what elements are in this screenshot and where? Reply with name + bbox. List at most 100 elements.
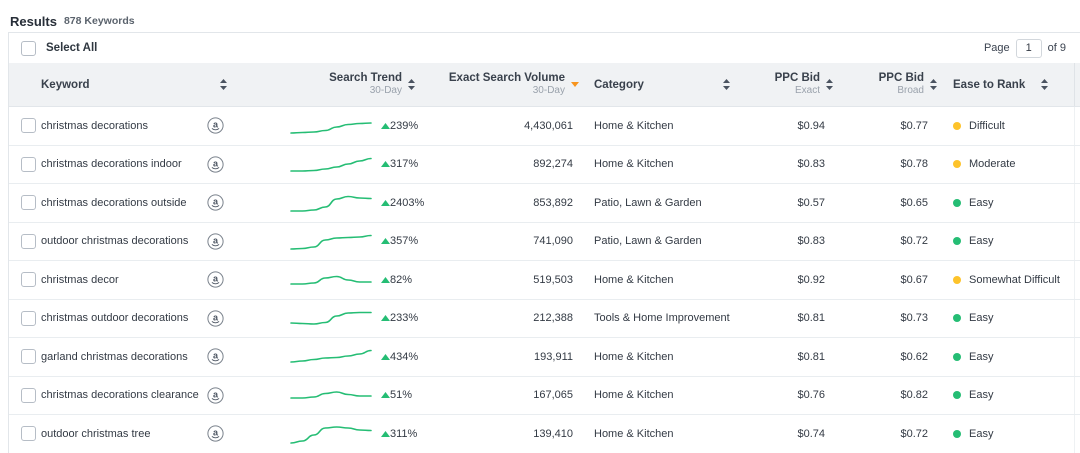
- trend-sparkline: [290, 195, 372, 212]
- sort-updown-icon[interactable]: [723, 79, 730, 90]
- ppc-bid-exact-cell: $0.81: [797, 350, 825, 363]
- category-cell: Home & Kitchen: [594, 427, 674, 440]
- amazon-icon[interactable]: a: [207, 271, 224, 288]
- volume-column-sublabel: 30-Day: [532, 85, 565, 97]
- column-header-keyword-sort[interactable]: [206, 63, 248, 106]
- trend-percent: 239%: [390, 119, 419, 132]
- sort-updown-icon[interactable]: [1041, 79, 1048, 90]
- column-header-exact-search-volume[interactable]: Exact Search Volume 30-Day: [421, 63, 581, 106]
- row-checkbox[interactable]: [21, 387, 36, 403]
- exact-search-volume-cell: 4,430,061: [524, 119, 573, 132]
- column-header-ppc-bid-broad[interactable]: PPC Bid Broad: [839, 63, 943, 106]
- trend-sparkline: [290, 349, 372, 363]
- column-header-search-trend[interactable]: Search Trend 30-Day: [248, 63, 421, 106]
- ppc-bid-broad-cell: $0.62: [900, 350, 928, 363]
- page-label: Page: [983, 42, 1010, 54]
- amazon-icon[interactable]: a: [207, 310, 224, 327]
- page-input[interactable]: [1015, 38, 1042, 58]
- amazon-icon[interactable]: a: [207, 156, 224, 173]
- ease-to-rank-cell: Easy: [943, 222, 1075, 260]
- exact-search-volume-cell: 519,503: [533, 273, 573, 286]
- row-checkbox[interactable]: [21, 349, 36, 365]
- ease-status-label: Somewhat Difficult: [969, 273, 1060, 286]
- triangle-up-icon: [381, 122, 390, 129]
- svg-text:a: a: [213, 274, 219, 284]
- table-row: christmas decorations indoor a 317% 892,…: [9, 145, 1080, 184]
- row-overflow-spacer: [1075, 107, 1080, 145]
- keyword-cell: christmas decorations clearance: [41, 389, 199, 402]
- ppc-bid-exact-cell: $0.81: [797, 312, 825, 325]
- trend-sparkline: [290, 425, 372, 444]
- row-checkbox[interactable]: [21, 426, 36, 442]
- ease-status-dot: [953, 429, 961, 438]
- sort-updown-icon[interactable]: [220, 79, 227, 90]
- results-card: Select All Page of 9 Keyword Search Tren…: [8, 32, 1080, 453]
- row-checkbox[interactable]: [21, 118, 36, 134]
- ease-to-rank-cell: Easy: [943, 415, 1075, 453]
- row-overflow-spacer: [1075, 223, 1080, 261]
- trend-sparkline: [290, 121, 372, 134]
- column-header-keyword[interactable]: Keyword: [41, 63, 206, 106]
- ppc-bid-exact-cell: $0.94: [797, 119, 825, 132]
- triangle-up-icon: [381, 161, 390, 168]
- column-header-ease-to-rank[interactable]: Ease to Rank: [943, 63, 1075, 106]
- keyword-cell: christmas decor: [41, 273, 119, 286]
- amazon-icon[interactable]: a: [207, 387, 224, 404]
- keyword-cell: outdoor christmas tree: [41, 427, 151, 440]
- search-trend-cell: 239%: [248, 107, 421, 145]
- ppc-broad-column-sublabel: Broad: [897, 85, 924, 97]
- trend-sparkline-path: [290, 195, 372, 212]
- triangle-up-icon: [381, 392, 390, 399]
- ppc-bid-exact-cell: $0.83: [797, 158, 825, 171]
- sort-updown-icon[interactable]: [408, 79, 415, 90]
- keyword-column-label: Keyword: [41, 78, 90, 91]
- trend-sparkline-path: [290, 121, 372, 134]
- row-checkbox[interactable]: [21, 272, 36, 288]
- row-checkbox[interactable]: [21, 233, 36, 249]
- trend-sparkline-path: [290, 349, 372, 363]
- amazon-icon[interactable]: a: [207, 117, 224, 134]
- sort-updown-icon[interactable]: [930, 79, 937, 90]
- ease-to-rank-cell: Easy: [943, 338, 1075, 376]
- column-header-category[interactable]: Category: [581, 63, 736, 106]
- sort-updown-icon[interactable]: [826, 79, 833, 90]
- row-checkbox[interactable]: [21, 310, 36, 326]
- svg-text:a: a: [213, 389, 219, 399]
- svg-text:a: a: [213, 158, 219, 168]
- ppc-bid-exact-cell: $0.74: [797, 427, 825, 440]
- trend-sparkline-path: [290, 311, 372, 326]
- ease-status-label: Moderate: [969, 158, 1016, 171]
- results-header: Results 878 Keywords: [0, 0, 1080, 32]
- category-cell: Patio, Lawn & Garden: [594, 235, 702, 248]
- triangle-up-icon: [381, 238, 390, 245]
- ease-status-label: Easy: [969, 389, 994, 402]
- amazon-icon[interactable]: a: [207, 233, 224, 250]
- search-trend-column-label: Search Trend: [329, 72, 402, 85]
- ppc-bid-exact-cell: $0.57: [797, 196, 825, 209]
- table-body: christmas decorations a 239% 4,430,061 H…: [9, 107, 1080, 453]
- row-checkbox[interactable]: [21, 156, 36, 172]
- ppc-exact-column-label: PPC Bid: [774, 72, 820, 85]
- row-overflow-spacer: [1075, 377, 1080, 415]
- trend-percent: 51%: [390, 389, 413, 402]
- ppc-exact-column-sublabel: Exact: [794, 85, 820, 97]
- ease-to-rank-cell: Difficult: [943, 107, 1075, 145]
- row-overflow-spacer: [1075, 415, 1080, 453]
- header-select-spacer: [9, 63, 41, 106]
- amazon-icon[interactable]: a: [207, 425, 224, 442]
- table-row: christmas decorations clearance a 51% 16…: [9, 376, 1080, 415]
- trend-sparkline: [290, 157, 372, 173]
- sort-desc-icon[interactable]: [571, 82, 579, 87]
- ppc-bid-broad-cell: $0.72: [900, 235, 928, 248]
- trend-sparkline: [290, 234, 372, 251]
- ease-status-label: Easy: [969, 427, 994, 440]
- ease-column-label: Ease to Rank: [953, 78, 1026, 91]
- select-all-control[interactable]: Select All: [21, 40, 97, 56]
- amazon-icon[interactable]: a: [207, 194, 224, 211]
- column-header-ppc-bid-exact[interactable]: PPC Bid Exact: [736, 63, 839, 106]
- row-checkbox[interactable]: [21, 195, 36, 211]
- triangle-up-icon: [381, 430, 390, 437]
- select-all-checkbox[interactable]: [21, 40, 36, 56]
- amazon-icon[interactable]: a: [207, 348, 224, 365]
